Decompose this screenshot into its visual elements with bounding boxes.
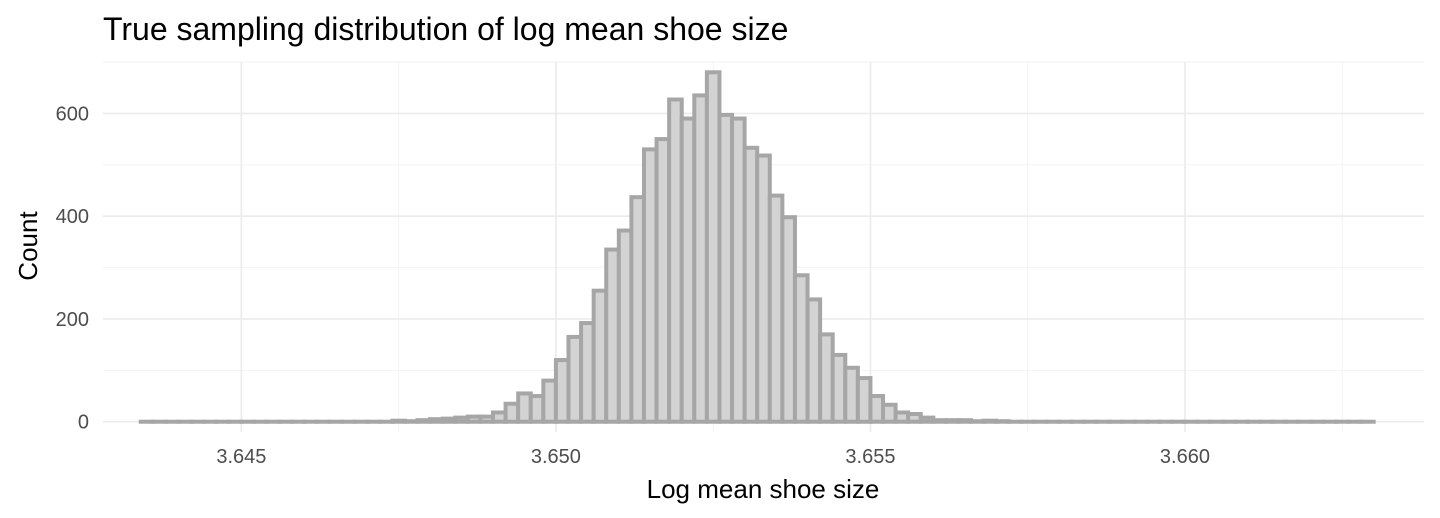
- x-axis-ticks: 3.645 3.650 3.655 3.660: [216, 446, 1210, 468]
- y-tick-label: 400: [56, 206, 89, 228]
- y-tick-label: 200: [56, 309, 89, 331]
- y-axis-ticks: 0 200 400 600: [56, 103, 89, 433]
- x-tick-label: 3.650: [531, 446, 581, 468]
- x-tick-label: 3.660: [1160, 446, 1210, 468]
- histogram-bars: [138, 70, 1376, 424]
- x-axis-title: Log mean shoe size: [647, 474, 880, 504]
- chart-title: True sampling distribution of log mean s…: [103, 11, 788, 47]
- x-tick-label: 3.655: [845, 446, 895, 468]
- x-tick-label: 3.645: [216, 446, 266, 468]
- y-axis-title: Count: [13, 211, 43, 281]
- y-tick-label: 0: [78, 412, 89, 434]
- y-tick-label: 600: [56, 103, 89, 125]
